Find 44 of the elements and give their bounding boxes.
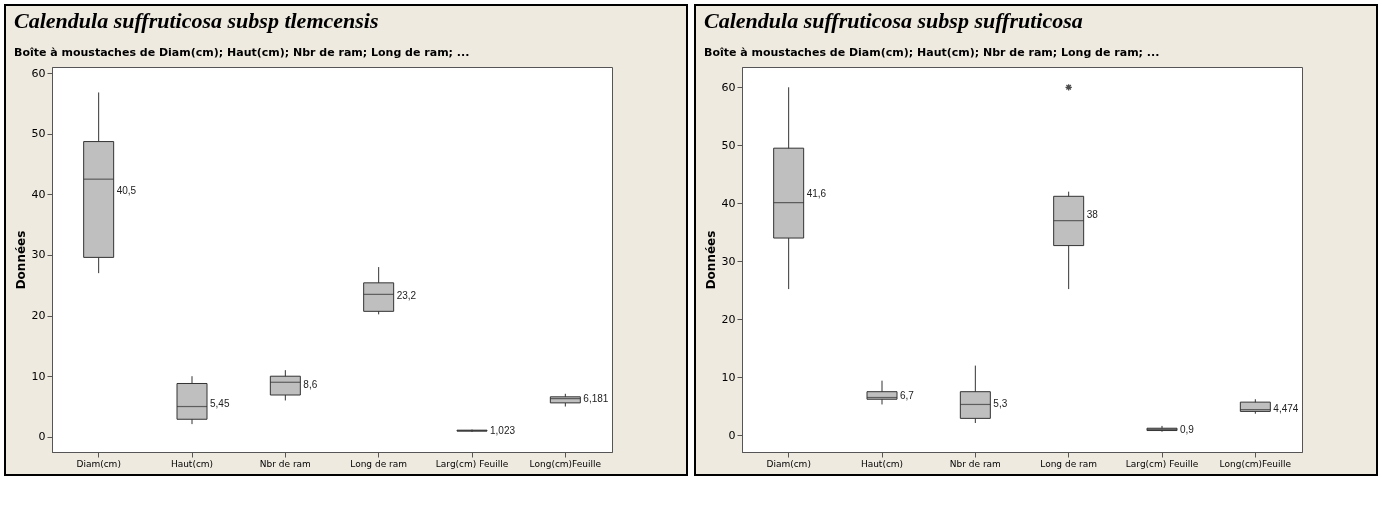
x-tick-label: Long de ram — [350, 458, 408, 469]
chart-title: Calendula suffruticosa subsp suffruticosa — [704, 8, 1083, 33]
annotation: 6,181 — [583, 393, 609, 405]
y-tick-label: 40 — [721, 196, 736, 210]
chart-title: Calendula suffruticosa subsp tlemcensis — [14, 8, 379, 33]
y-tick-label: 0 — [38, 430, 46, 444]
annotation: 40,5 — [116, 185, 137, 197]
y-tick-label: 20 — [721, 312, 736, 326]
chart-subtitle: Boîte à moustaches de Diam(cm); Haut(cm); Nbr de ram; Long de ram; ... — [704, 46, 1160, 59]
x-tick-label: Haut(cm) — [170, 458, 214, 469]
chart-subtitle: Boîte à moustaches de Diam(cm); Haut(cm); Nbr de ram; Long de ram; ... — [14, 46, 470, 59]
y-tick-label: 10 — [31, 369, 46, 383]
x-tick-label: Long(cm)Feuille — [1219, 458, 1292, 469]
annotation: 5,45 — [210, 397, 230, 409]
x-tick-label: Haut(cm) — [860, 458, 904, 469]
x-tick-label: Diam(cm) — [76, 458, 121, 469]
x-tick-label: Larg(cm) Feuille — [1125, 458, 1199, 469]
x-tick-label: Diam(cm) — [766, 458, 811, 469]
annotation: 8,6 — [303, 378, 318, 390]
y-axis-title: Données — [703, 230, 718, 290]
annotation: 0,9 — [1180, 423, 1195, 435]
y-tick-label: 30 — [31, 248, 46, 262]
annotation: 4,474 — [1273, 403, 1299, 415]
x-tick-label: Nbr de ram — [259, 458, 311, 469]
y-tick-label: 40 — [31, 187, 46, 201]
y-tick-label: 0 — [728, 428, 736, 442]
annotation: 23,2 — [396, 290, 417, 302]
y-tick-label: 60 — [31, 66, 46, 80]
y-tick-label: 50 — [31, 127, 46, 141]
x-tick-label: Long(cm)Feuille — [529, 458, 602, 469]
x-tick-label: Larg(cm) Feuille — [435, 458, 509, 469]
annotation: 5,3 — [993, 398, 1008, 410]
x-tick-label: Nbr de ram — [949, 458, 1001, 469]
x-tick-label: Long de ram — [1040, 458, 1098, 469]
y-tick-label: 60 — [721, 80, 736, 94]
y-tick-label: 50 — [721, 138, 736, 152]
y-tick-label: 20 — [31, 309, 46, 323]
y-axis-title: Données — [13, 230, 28, 290]
annotation: 38 — [1086, 208, 1099, 220]
annotation: 41,6 — [806, 187, 827, 199]
y-tick-label: 30 — [721, 254, 736, 268]
annotation: 6,7 — [900, 390, 915, 402]
annotation: 1,023 — [490, 424, 516, 436]
y-tick-label: 10 — [721, 370, 736, 384]
